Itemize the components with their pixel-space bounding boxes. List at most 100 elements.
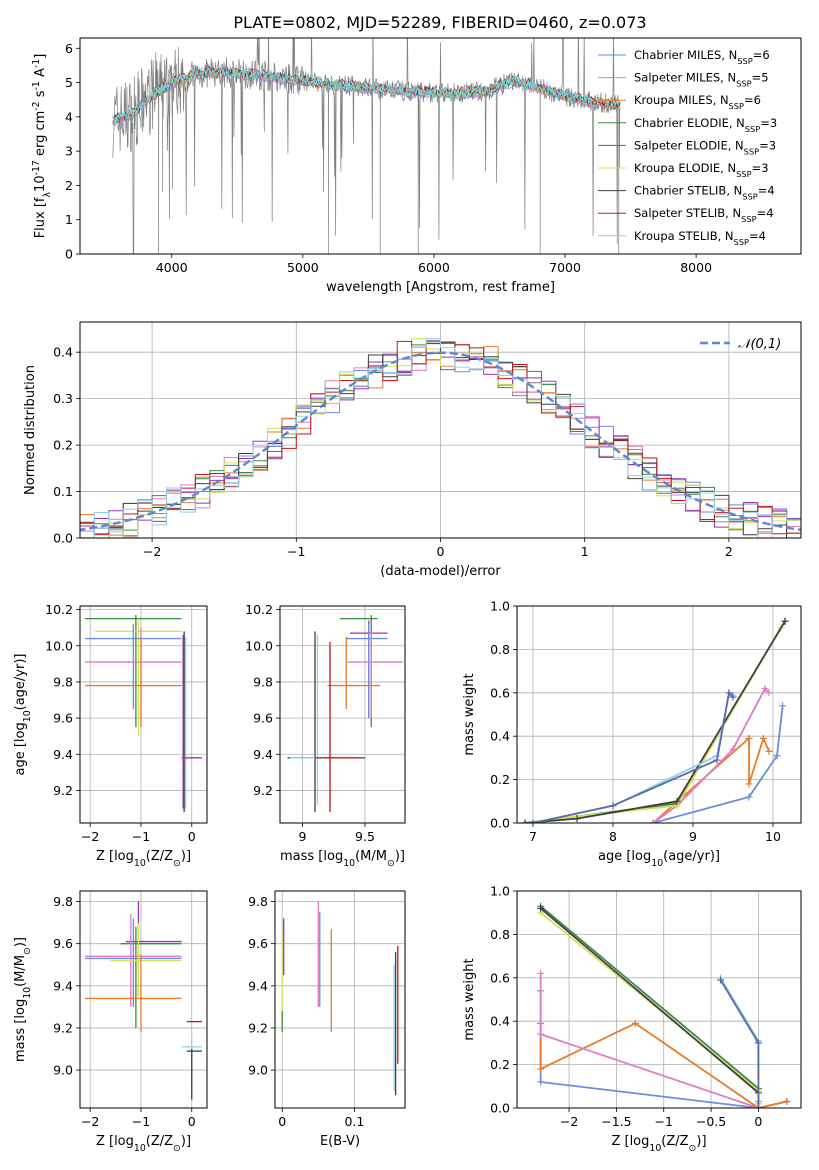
plot-area <box>537 902 791 1108</box>
y-tick-label: 9.8 <box>53 894 73 909</box>
y-tick-label: 9.4 <box>253 747 273 762</box>
plot-area <box>112 38 621 254</box>
y-tick-label: 10.0 <box>245 638 273 653</box>
x-tick-label: −2 <box>81 1114 99 1129</box>
legend-label: 𝒩(0,1) <box>738 337 781 352</box>
y-tick-label: 0.8 <box>490 642 510 657</box>
mass-weight-marker <box>783 1097 791 1105</box>
mass-weight-marker <box>713 756 721 764</box>
legend-label: Salpeter MILES, NSSP=5 <box>634 71 769 89</box>
y-tick-label: 0.2 <box>490 1057 510 1072</box>
axes-frame <box>279 605 406 824</box>
y-tick-label: 10.2 <box>245 602 273 617</box>
x-axis-label: mass [log10(M/M⊙)] <box>280 849 405 869</box>
x-tick-label: 5000 <box>287 260 319 275</box>
x-tick-label: 7000 <box>549 260 581 275</box>
mass-weight-line <box>524 627 782 823</box>
x-tick-label: 9.5 <box>355 829 375 844</box>
x-tick-label: −1 <box>132 1114 150 1129</box>
mass-weight-marker <box>725 689 733 697</box>
mass-vs-metallicity-panel: −2 −1 0 9.0 9.2 9.4 9.6 9.8 Z [log10(Z/Z⊙)] mass … <box>13 890 208 1154</box>
y-tick-label: 0.2 <box>490 772 510 787</box>
massweight-vs-metallicity-panel: −2 −1.5 −1 −0.5 0 0.0 0.2 0.4 0.6 0.8 1.0 Z [log10(… <box>462 884 802 1154</box>
x-tick-label: 0 <box>188 1114 196 1129</box>
mass-weight-marker <box>537 1078 545 1086</box>
y-tick-label: 9.6 <box>53 711 73 726</box>
x-tick-label: 10 <box>765 829 781 844</box>
plot-area <box>281 901 399 1096</box>
mass-weight-marker <box>521 819 529 823</box>
plot-area <box>287 615 403 813</box>
y-tick-label: 1.0 <box>490 884 510 899</box>
y-tick-label: 9.4 <box>248 978 268 993</box>
mass-weight-marker <box>717 976 725 984</box>
age-vs-metallicity-panel: −2 −1 0 9.2 9.4 9.6 9.8 10.0 10.2 Z [log10(Z/Z⊙)]… <box>13 602 208 869</box>
mass-weight-marker <box>773 752 781 760</box>
age-vs-mass-panel: 9 9.5 9.2 9.4 9.6 9.8 10.0 10.2 mass [log10(M/M⊙… <box>245 602 406 869</box>
mass-weight-marker <box>779 702 787 710</box>
mass-weight-marker <box>729 745 737 753</box>
x-tick-label: 1 <box>581 544 589 559</box>
legend-label: Chabrier STELIB, NSSP=4 <box>634 184 775 202</box>
y-tick-label: 3 <box>65 144 73 159</box>
mass-weight-line <box>524 620 786 823</box>
mass-weight-line <box>524 620 786 823</box>
x-axis-label: Z [log10(Z/Z⊙)] <box>611 1134 706 1154</box>
y-axis-label: Flux [fλ10-17 erg cm-2 s-1 A-1] <box>31 54 53 239</box>
x-tick-label: −1 <box>132 829 150 844</box>
y-tick-label: 9.2 <box>248 1020 268 1035</box>
x-tick-label: −2 <box>143 544 161 559</box>
y-tick-label: 0.6 <box>490 685 510 700</box>
x-axis-label: age [log10(age/yr)] <box>598 849 720 869</box>
y-tick-label: 9.8 <box>253 674 273 689</box>
massweight-vs-age-panel: 7 8 9 10 0.0 0.2 0.4 0.6 0.8 1.0 age [log10(age/yr… <box>462 599 802 869</box>
y-tick-label: 1 <box>65 212 73 227</box>
x-tick-label: −1 <box>655 1114 673 1129</box>
legend-label: Kroupa MILES, NSSP=6 <box>634 93 761 111</box>
spectrum-panel: 4000 5000 6000 7000 8000 0 1 2 3 4 5 6 wavelength [A… <box>31 37 802 295</box>
figure-title: PLATE=0802, MJD=52289, FIBERID=0460, z=0… <box>233 13 646 32</box>
y-tick-label: 0.4 <box>490 729 510 744</box>
x-tick-label: 7 <box>529 829 537 844</box>
legend-label: Chabrier MILES, NSSP=6 <box>634 48 770 66</box>
y-tick-label: 0.8 <box>490 927 510 942</box>
mass-weight-marker <box>765 747 773 755</box>
residuals-panel: −2 −1 0 1 2 0.0 0.1 0.2 0.3 0.4 (data-model)/error… <box>23 321 802 579</box>
x-tick-label: −2 <box>560 1114 578 1129</box>
axes-frame <box>516 890 802 1109</box>
residual-histogram <box>80 338 801 538</box>
mass-vs-ebv-panel: 0 0.1 9.0 9.2 9.4 9.6 9.8 E(B-V) <box>248 890 406 1149</box>
x-axis-label: Z [log10(Z/Z⊙)] <box>96 849 191 869</box>
mass-weight-line <box>539 973 760 1108</box>
mass-weight-marker <box>631 1019 639 1027</box>
x-axis-label: Z [log10(Z/Z⊙)] <box>96 1134 191 1154</box>
plot-area <box>85 615 202 813</box>
mass-weight-marker <box>537 904 545 912</box>
axes-frame <box>79 37 802 255</box>
x-tick-label: 9 <box>689 829 697 844</box>
mass-weight-line <box>652 705 784 823</box>
spectrum-legend: Chabrier MILES, NSSP=6 Salpeter MILES, NS… <box>598 48 777 247</box>
y-tick-label: 0.0 <box>53 531 73 546</box>
y-tick-label: 2 <box>65 178 73 193</box>
legend-label: Kroupa ELODIE, NSSP=3 <box>634 161 769 179</box>
y-axis-label: age [log10(age/yr)] <box>13 654 33 776</box>
y-tick-label: 1.0 <box>490 599 510 614</box>
x-tick-label: −2 <box>81 829 99 844</box>
y-tick-label: 9.8 <box>53 674 73 689</box>
x-tick-label: 0 <box>754 1114 762 1129</box>
x-tick-label: −0.5 <box>696 1114 726 1129</box>
mass-weight-marker <box>609 802 617 810</box>
x-tick-label: 0 <box>278 1114 286 1129</box>
mass-weight-marker <box>754 1104 762 1108</box>
x-tick-label: 9 <box>299 829 307 844</box>
y-tick-label: 9.6 <box>53 936 73 951</box>
y-tick-label: 0.4 <box>53 345 73 360</box>
mass-weight-marker <box>529 819 537 823</box>
y-tick-label: 0.1 <box>53 484 73 499</box>
mass-weight-marker <box>754 1039 762 1047</box>
mass-weight-marker <box>781 617 789 625</box>
y-tick-label: 9.4 <box>53 747 73 762</box>
x-tick-label: 0.1 <box>344 1114 364 1129</box>
mass-weight-marker <box>537 969 545 977</box>
